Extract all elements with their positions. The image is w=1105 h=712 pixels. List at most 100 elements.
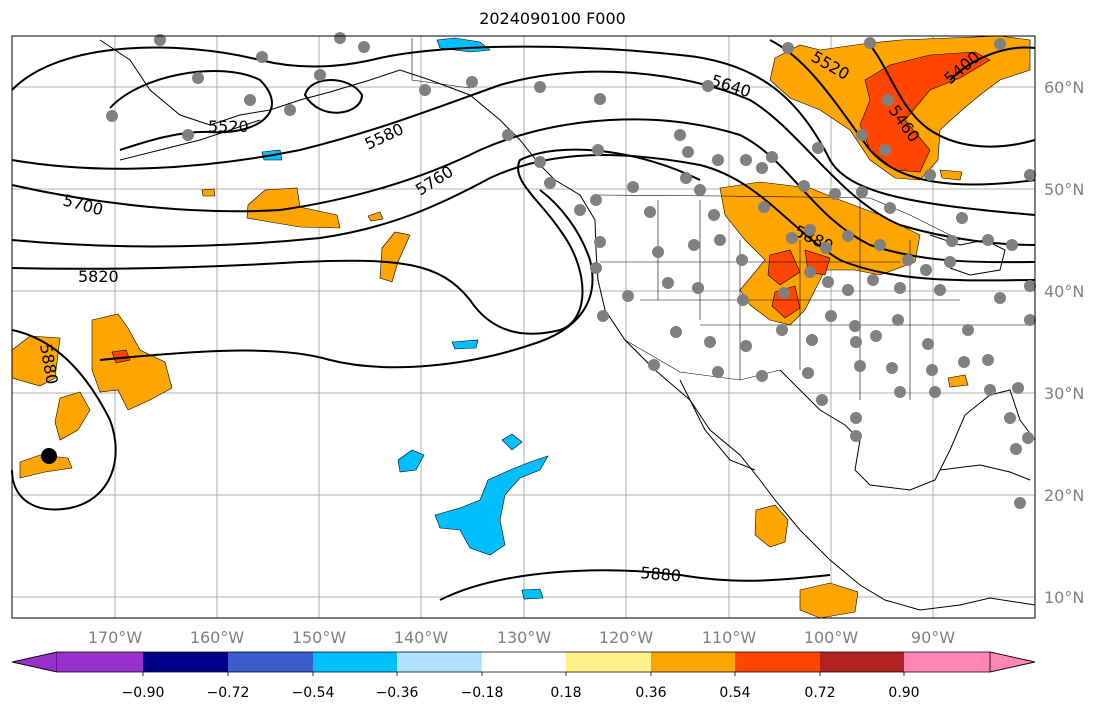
station-dot <box>994 292 1006 304</box>
fill-negative-region <box>451 339 479 350</box>
station-dot <box>154 34 166 46</box>
station-dot <box>1004 412 1016 424</box>
colorbar-tick-label: −0.18 <box>461 685 504 701</box>
contour-5580 <box>11 45 1036 216</box>
station-dot <box>902 254 914 266</box>
station-dot <box>822 276 834 288</box>
station-dot <box>804 266 816 278</box>
colorbar-tick-label: −0.72 <box>207 685 250 701</box>
station-dot <box>864 37 876 49</box>
coastline-gulf <box>779 369 1036 491</box>
station-dot <box>934 284 946 296</box>
station-dot <box>879 144 891 156</box>
station-dot <box>702 80 714 92</box>
lat-tick-label: 50°N <box>1044 180 1084 199</box>
lon-tick-label: 130°W <box>497 628 552 647</box>
station-dot <box>644 206 656 218</box>
station-dot <box>708 209 720 221</box>
station-dot <box>534 81 546 93</box>
colorbar-outline <box>11 651 1036 673</box>
station-dot <box>670 326 682 338</box>
contour-5760 <box>11 154 1036 282</box>
lon-tick-label: 90°W <box>911 628 955 647</box>
station-dot <box>994 38 1006 50</box>
lon-tick-label: 160°W <box>190 628 245 647</box>
station-dot <box>682 146 694 158</box>
station-dot <box>842 284 854 296</box>
station-dot <box>648 359 660 371</box>
station-dot <box>798 180 810 192</box>
station-dot <box>740 154 752 166</box>
station-dot <box>1022 432 1034 444</box>
station-dot <box>544 177 556 189</box>
station-dot <box>894 386 906 398</box>
station-dot <box>758 201 770 213</box>
colorbar-bin <box>482 652 566 672</box>
colorbar-bin <box>566 652 651 672</box>
station-dot <box>874 239 886 251</box>
latitude-tick-labels: 60°N 50°N 40°N 30°N 20°N 10°N <box>1044 78 1084 607</box>
station-dot <box>740 340 752 352</box>
station-dot <box>782 42 794 54</box>
station-dot <box>756 370 768 382</box>
station-markers <box>106 32 1036 509</box>
station-dot <box>804 224 816 236</box>
station-dot <box>850 430 862 442</box>
station-dot <box>850 336 862 348</box>
colorbar-extend-low <box>11 651 58 673</box>
height-contours <box>11 39 1036 601</box>
lat-tick-label: 20°N <box>1044 486 1084 505</box>
highlighted-station-marker <box>41 448 57 464</box>
station-dot <box>627 181 639 193</box>
station-dot <box>594 236 606 248</box>
lat-tick-label: 40°N <box>1044 282 1084 301</box>
fill-negative-region <box>397 449 425 473</box>
colorbar-tick-label: 0.90 <box>888 685 919 701</box>
colorbar-bin <box>651 652 735 672</box>
station-dot <box>1010 443 1022 455</box>
contour-label-5880-south: 5880 <box>640 563 682 585</box>
coastline-baja <box>679 379 756 471</box>
station-dot <box>982 354 994 366</box>
station-dot <box>704 336 716 348</box>
fill-negative-region <box>501 433 523 451</box>
station-dot <box>106 110 118 122</box>
contour-5520-alaska <box>303 79 364 114</box>
station-dot <box>712 154 724 166</box>
lon-tick-label: 110°W <box>702 628 757 647</box>
station-dot <box>737 294 749 306</box>
station-dot <box>1024 280 1036 292</box>
contour-5880-main <box>99 189 594 369</box>
fill-positive-region <box>91 313 173 411</box>
lat-tick-label: 30°N <box>1044 384 1084 403</box>
fill-positive-region <box>947 374 969 388</box>
station-dot <box>574 204 586 216</box>
station-dot <box>802 367 814 379</box>
station-dot <box>867 274 879 286</box>
station-dot <box>984 384 996 396</box>
coastline-cuba <box>939 464 1031 481</box>
station-dot <box>856 186 868 198</box>
station-dot <box>314 69 326 81</box>
colorbar-tick-label: 0.36 <box>635 685 666 701</box>
station-dot <box>786 232 798 244</box>
fill-positive-region <box>54 391 91 441</box>
station-dot <box>736 254 748 266</box>
colorbar-bin <box>735 652 820 672</box>
station-dot <box>1024 169 1036 181</box>
fill-positive-region <box>367 211 384 222</box>
station-dot <box>956 212 968 224</box>
station-dot <box>776 324 788 336</box>
colorbar-bin <box>904 652 990 672</box>
colorbar-bin <box>820 652 904 672</box>
station-dot <box>929 386 941 398</box>
fill-positive-region <box>201 188 216 197</box>
longitude-tick-labels: 170°W 160°W 150°W 140°W 130°W 120°W 110°W 100°W… <box>88 628 955 647</box>
station-dot <box>944 256 956 268</box>
fill-positive-region <box>754 504 789 548</box>
fill-negative-region <box>434 455 549 556</box>
station-dot <box>962 324 974 336</box>
plot-frame <box>11 35 1036 619</box>
station-dot <box>820 242 832 254</box>
